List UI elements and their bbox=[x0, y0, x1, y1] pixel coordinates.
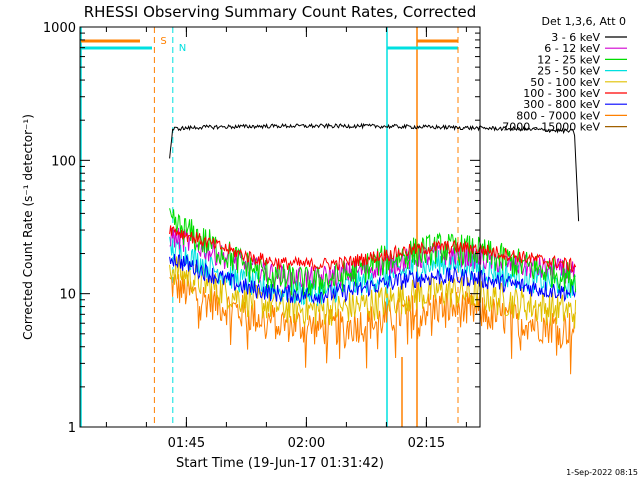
overlay-layer: SN bbox=[80, 27, 459, 427]
legend-label: 800 - 7000 keV bbox=[516, 109, 600, 122]
footer-timestamp: 1-Sep-2022 08:15 bbox=[566, 468, 638, 477]
legend-label: 100 - 300 keV bbox=[523, 87, 600, 100]
legend-label: 300 - 800 keV bbox=[523, 98, 600, 111]
series-line bbox=[169, 253, 577, 305]
x-axis-label: Start Time (19-Jun-17 01:31:42) bbox=[176, 456, 384, 471]
y-axis-label: Corrected Count Rate (s⁻¹ detector⁻¹) bbox=[21, 114, 35, 340]
series-line bbox=[169, 273, 577, 375]
legend-label: 7000 - 15000 keV bbox=[502, 121, 600, 134]
y-tick-label: 1 bbox=[68, 421, 76, 436]
time-marker-label: N bbox=[179, 43, 186, 54]
series-line bbox=[169, 236, 577, 307]
y-tick-label: 1000 bbox=[43, 21, 76, 36]
chart-title: RHESSI Observing Summary Count Rates, Co… bbox=[84, 3, 477, 21]
series-line bbox=[169, 225, 577, 273]
x-tick-label: 02:00 bbox=[288, 436, 325, 451]
x-tick-label: 01:45 bbox=[168, 436, 205, 451]
series-line bbox=[169, 255, 577, 329]
legend-label: 50 - 100 keV bbox=[530, 76, 600, 89]
legend-label: 6 - 12 keV bbox=[544, 42, 600, 55]
time-marker-label: S bbox=[160, 36, 166, 47]
legend-label: 3 - 6 keV bbox=[551, 31, 600, 44]
series-line bbox=[169, 208, 577, 297]
y-tick-label: 10 bbox=[59, 288, 76, 303]
series-layer bbox=[169, 122, 580, 375]
axes-layer: 1 10 100 1000 01:45 02:00 02:15 bbox=[43, 21, 480, 451]
legend-header: Det 1,3,6, Att 0 bbox=[542, 15, 626, 28]
legend-label: 12 - 25 keV bbox=[537, 53, 600, 66]
series-line bbox=[169, 122, 580, 222]
legend-label: 25 - 50 keV bbox=[537, 65, 600, 78]
y-tick-label: 100 bbox=[51, 154, 76, 169]
plot-frame bbox=[79, 26, 481, 428]
x-tick-label: 02:15 bbox=[408, 436, 445, 451]
